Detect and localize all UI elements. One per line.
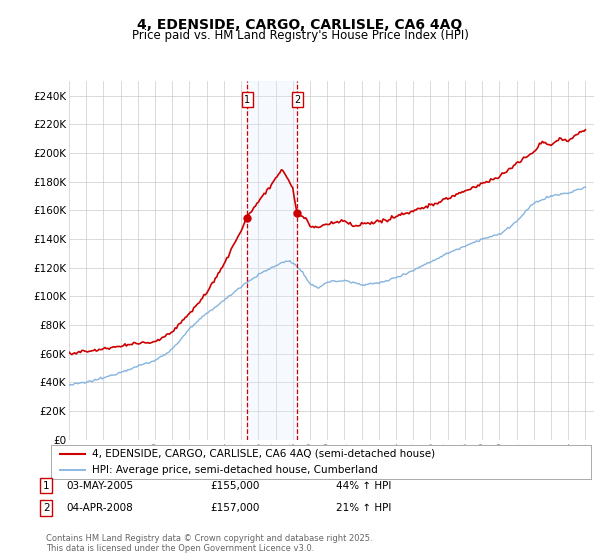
Text: 2: 2 <box>43 503 50 513</box>
Text: 03-MAY-2005: 03-MAY-2005 <box>66 480 133 491</box>
Text: 1: 1 <box>244 95 250 105</box>
Text: 04-APR-2008: 04-APR-2008 <box>66 503 133 513</box>
Text: Price paid vs. HM Land Registry's House Price Index (HPI): Price paid vs. HM Land Registry's House … <box>131 29 469 42</box>
Text: 21% ↑ HPI: 21% ↑ HPI <box>336 503 391 513</box>
Text: Contains HM Land Registry data © Crown copyright and database right 2025.
This d: Contains HM Land Registry data © Crown c… <box>46 534 373 553</box>
Text: 44% ↑ HPI: 44% ↑ HPI <box>336 480 391 491</box>
Text: £157,000: £157,000 <box>210 503 259 513</box>
Bar <box>247 81 297 440</box>
Text: 4, EDENSIDE, CARGO, CARLISLE, CA6 4AQ: 4, EDENSIDE, CARGO, CARLISLE, CA6 4AQ <box>137 18 463 32</box>
Text: 4, EDENSIDE, CARGO, CARLISLE, CA6 4AQ (semi-detached house): 4, EDENSIDE, CARGO, CARLISLE, CA6 4AQ (s… <box>91 449 434 459</box>
Text: £155,000: £155,000 <box>210 480 259 491</box>
Text: 2: 2 <box>294 95 300 105</box>
Text: HPI: Average price, semi-detached house, Cumberland: HPI: Average price, semi-detached house,… <box>91 465 377 475</box>
Text: 1: 1 <box>43 480 50 491</box>
